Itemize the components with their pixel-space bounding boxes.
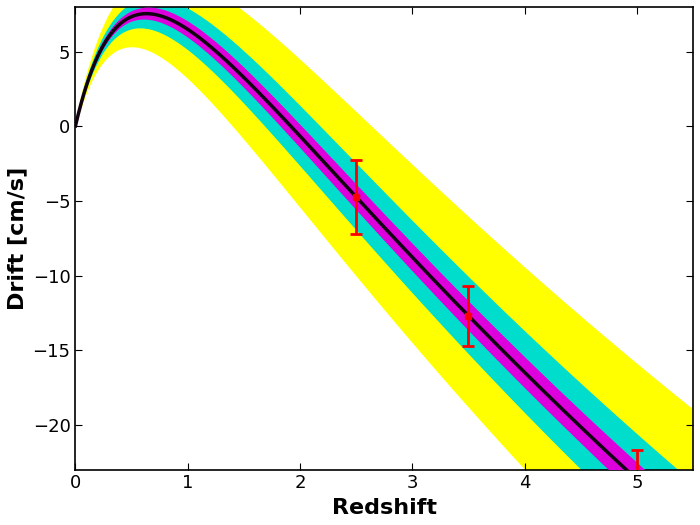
Y-axis label: Drift [cm/s]: Drift [cm/s]	[7, 166, 27, 310]
X-axis label: Redshift: Redshift	[332, 498, 437, 518]
